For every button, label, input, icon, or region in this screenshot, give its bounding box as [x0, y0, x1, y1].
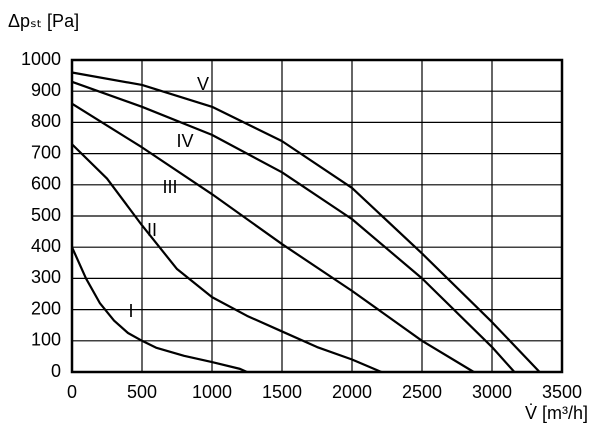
- x-tick-label: 1000: [192, 382, 232, 402]
- y-tick-label: 1000: [21, 49, 61, 69]
- curve-label: IV: [176, 131, 193, 151]
- x-tick-label: 2500: [402, 382, 442, 402]
- curve: [71, 143, 382, 374]
- plot-frame: [70, 58, 564, 374]
- y-tick-label: 400: [31, 236, 61, 256]
- y-tick-label: 800: [31, 111, 61, 131]
- y-tick-label: 700: [31, 142, 61, 162]
- y-tick-label: 600: [31, 174, 61, 194]
- x-tick-label: 3500: [542, 382, 582, 402]
- x-tick-label: 3000: [472, 382, 512, 402]
- curve: [70, 246, 248, 374]
- x-tick-label: 1500: [262, 382, 302, 402]
- x-axis-label: V̇ [m³/h]: [525, 403, 588, 423]
- curve: [71, 71, 541, 373]
- y-tick-label: 300: [31, 267, 61, 287]
- y-tick-label: 500: [31, 205, 61, 225]
- y-axis-label: Δpₛₜ [Pa]: [8, 11, 79, 31]
- curve-label: I: [128, 301, 133, 321]
- y-tick-label: 0: [51, 361, 61, 381]
- x-tick-label: 500: [127, 382, 157, 402]
- curve-label: V: [197, 74, 209, 94]
- curve: [71, 102, 475, 373]
- curve: [71, 80, 516, 373]
- x-tick-label: 0: [67, 382, 77, 402]
- y-tick-label: 100: [31, 330, 61, 350]
- curve-label: II: [147, 220, 157, 240]
- x-tick-label: 2000: [332, 382, 372, 402]
- y-tick-label: 200: [31, 298, 61, 318]
- y-tick-label: 900: [31, 80, 61, 100]
- curve-label: III: [162, 177, 177, 197]
